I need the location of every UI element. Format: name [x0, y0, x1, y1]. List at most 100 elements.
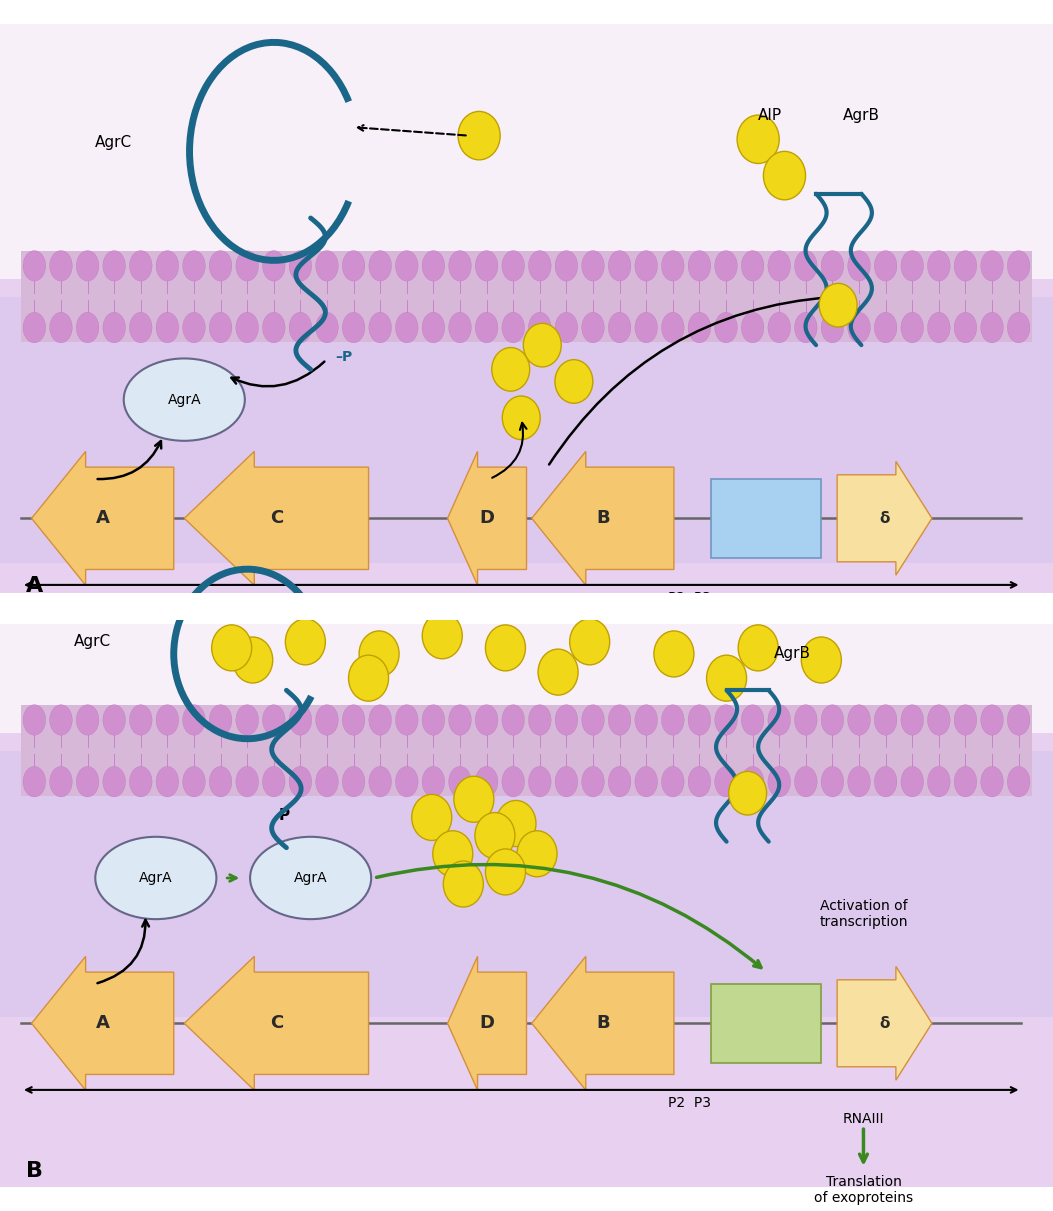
Ellipse shape: [475, 251, 498, 281]
Ellipse shape: [449, 705, 472, 735]
Ellipse shape: [210, 251, 232, 281]
Polygon shape: [32, 452, 174, 585]
Polygon shape: [184, 452, 369, 585]
Circle shape: [502, 396, 540, 440]
Text: B: B: [596, 510, 610, 527]
Ellipse shape: [502, 705, 524, 735]
Text: AgrA: AgrA: [294, 871, 327, 885]
Ellipse shape: [529, 705, 551, 735]
Ellipse shape: [635, 251, 657, 281]
Ellipse shape: [130, 705, 152, 735]
Ellipse shape: [741, 705, 763, 735]
Ellipse shape: [236, 705, 258, 735]
Ellipse shape: [954, 705, 977, 735]
Ellipse shape: [661, 251, 684, 281]
Ellipse shape: [236, 251, 258, 281]
Ellipse shape: [182, 705, 205, 735]
Ellipse shape: [156, 767, 179, 797]
Bar: [0, 297, 1053, 563]
Polygon shape: [837, 461, 932, 575]
Ellipse shape: [130, 312, 152, 343]
Circle shape: [801, 637, 841, 683]
Ellipse shape: [23, 705, 45, 735]
Ellipse shape: [396, 767, 418, 797]
Ellipse shape: [502, 312, 524, 343]
Ellipse shape: [715, 251, 737, 281]
Circle shape: [443, 861, 483, 907]
Ellipse shape: [475, 767, 498, 797]
Ellipse shape: [609, 312, 631, 343]
Ellipse shape: [502, 767, 524, 797]
Ellipse shape: [821, 251, 843, 281]
Ellipse shape: [555, 705, 578, 735]
Polygon shape: [448, 957, 526, 1090]
FancyArrowPatch shape: [98, 920, 148, 983]
Ellipse shape: [715, 312, 737, 343]
Ellipse shape: [76, 312, 99, 343]
Ellipse shape: [901, 312, 923, 343]
Ellipse shape: [449, 251, 472, 281]
Ellipse shape: [768, 312, 791, 343]
Ellipse shape: [396, 312, 418, 343]
Ellipse shape: [795, 251, 817, 281]
Ellipse shape: [1008, 312, 1030, 343]
Text: δ: δ: [879, 1016, 890, 1031]
Ellipse shape: [555, 251, 578, 281]
Ellipse shape: [49, 767, 73, 797]
Ellipse shape: [123, 358, 244, 441]
Text: A: A: [96, 1015, 110, 1032]
Text: Activation of
transcription: Activation of transcription: [819, 900, 908, 929]
Ellipse shape: [555, 767, 578, 797]
Ellipse shape: [23, 251, 45, 281]
Ellipse shape: [661, 312, 684, 343]
FancyArrowPatch shape: [492, 423, 526, 478]
Ellipse shape: [928, 767, 950, 797]
Ellipse shape: [342, 767, 365, 797]
Ellipse shape: [688, 312, 711, 343]
Ellipse shape: [954, 312, 977, 343]
Ellipse shape: [609, 251, 631, 281]
Text: P2  P3: P2 P3: [669, 591, 711, 606]
Ellipse shape: [182, 251, 205, 281]
Bar: [711, 983, 821, 1063]
Text: B: B: [26, 1160, 43, 1181]
Circle shape: [422, 613, 462, 659]
Ellipse shape: [182, 767, 205, 797]
Circle shape: [412, 794, 452, 840]
Circle shape: [212, 625, 252, 671]
Ellipse shape: [290, 312, 312, 343]
Circle shape: [454, 776, 494, 822]
Text: δ: δ: [879, 511, 890, 526]
Ellipse shape: [49, 312, 73, 343]
Ellipse shape: [581, 312, 604, 343]
Ellipse shape: [290, 705, 312, 735]
Ellipse shape: [529, 312, 551, 343]
Ellipse shape: [262, 767, 285, 797]
Ellipse shape: [502, 251, 524, 281]
Text: Translation
of exoproteins: Translation of exoproteins: [814, 1175, 913, 1205]
Ellipse shape: [316, 705, 338, 735]
Ellipse shape: [795, 705, 817, 735]
Ellipse shape: [236, 767, 258, 797]
Circle shape: [458, 111, 500, 160]
Ellipse shape: [49, 251, 73, 281]
Ellipse shape: [874, 767, 897, 797]
Text: D: D: [479, 510, 495, 527]
Ellipse shape: [928, 705, 950, 735]
Circle shape: [433, 831, 473, 877]
Circle shape: [496, 800, 536, 846]
Circle shape: [349, 655, 389, 701]
Ellipse shape: [290, 767, 312, 797]
Ellipse shape: [369, 705, 392, 735]
Ellipse shape: [23, 312, 45, 343]
Ellipse shape: [23, 767, 45, 797]
Ellipse shape: [795, 312, 817, 343]
Ellipse shape: [103, 312, 125, 343]
Ellipse shape: [741, 251, 763, 281]
Circle shape: [485, 849, 525, 895]
Ellipse shape: [768, 767, 791, 797]
Ellipse shape: [95, 837, 217, 919]
Ellipse shape: [1008, 767, 1030, 797]
Ellipse shape: [555, 312, 578, 343]
Ellipse shape: [768, 705, 791, 735]
